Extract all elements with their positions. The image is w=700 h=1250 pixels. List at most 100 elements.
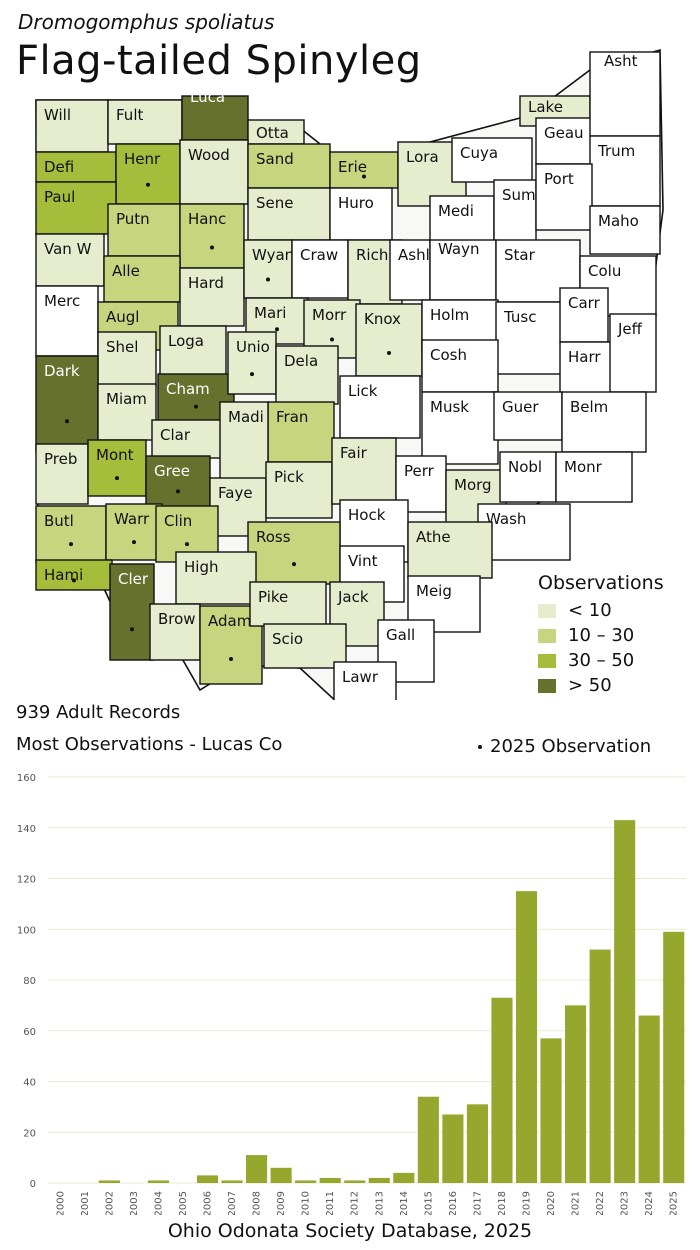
county-knox: Knox: [355, 303, 423, 377]
county-label: Merc: [44, 292, 80, 310]
county-label: Hard: [188, 274, 224, 292]
county-shape: [589, 205, 661, 255]
bar-2011: [319, 1177, 341, 1183]
county-shape: [421, 391, 499, 465]
x-tick-label: 2009: [276, 1191, 287, 1215]
county-wash: Wash: [477, 503, 571, 561]
x-tick-label: 2013: [374, 1191, 385, 1215]
county-label: Putn: [116, 210, 150, 228]
county-label: Dela: [284, 352, 318, 370]
county-label: Huro: [338, 194, 374, 212]
observation-2025-dot: [130, 627, 134, 632]
county-van-w: Van W: [35, 233, 105, 287]
footer-source: Ohio Odonata Society Database, 2025: [167, 1220, 533, 1242]
legend-swatch: [538, 628, 556, 643]
x-tick-label: 2015: [423, 1191, 434, 1215]
county-shape: [105, 503, 163, 561]
county-label: Luca: [190, 88, 225, 106]
county-mont: Mont: [87, 439, 147, 497]
county-label: Wayn: [438, 240, 479, 258]
county-butl: Butl: [35, 505, 107, 563]
county-belm: Belm: [561, 391, 647, 453]
dot-legend: 2025 Observation: [478, 736, 651, 757]
county-scio: Scio: [263, 623, 347, 669]
county-label: Vint: [348, 552, 378, 570]
county-shape: [589, 51, 661, 137]
county-label: Scio: [272, 630, 303, 648]
county-label: Guer: [502, 398, 539, 416]
county-label: Meig: [416, 582, 452, 600]
county-label: Clar: [160, 426, 191, 444]
county-shape: [103, 255, 181, 303]
county-label: Pike: [258, 588, 288, 606]
most-observations: Most Observations - Lucas Co: [16, 734, 283, 755]
county-label: Erie: [338, 158, 367, 176]
x-tick-label: 2007: [227, 1191, 238, 1215]
y-tick-label: 140: [17, 824, 36, 835]
observation-2025-dot: [115, 476, 119, 481]
county-clar: Clar: [151, 419, 231, 459]
county-wood: Wood: [179, 139, 249, 205]
county-putn: Putn: [107, 203, 181, 257]
county-label: Clin: [164, 512, 192, 530]
x-tick-label: 2017: [472, 1191, 483, 1215]
county-label: Musk: [430, 398, 469, 416]
bar-2020: [540, 1038, 562, 1183]
county-hard: Hard: [179, 267, 245, 327]
county-geau: Geau: [535, 117, 593, 165]
observation-2025-dot: [387, 350, 391, 355]
dot-legend-label: 2025 Observation: [490, 736, 652, 757]
county-preb: Preb: [35, 443, 89, 505]
county-label: Madi: [228, 408, 264, 426]
county-label: Defi: [44, 158, 74, 176]
county-label: Fult: [116, 106, 143, 124]
y-tick-label: 80: [23, 976, 36, 987]
records-count: 939 Adult Records: [16, 702, 181, 723]
county-otta: Otta: [247, 119, 305, 145]
county-shape: [329, 151, 399, 189]
bar-2019: [515, 891, 538, 1183]
bar-2010: [295, 1180, 317, 1183]
y-tick-label: 40: [23, 1078, 36, 1089]
county-hami: Hami: [35, 559, 113, 591]
county-label: Mont: [96, 446, 134, 464]
y-tick-label: 0: [30, 1179, 36, 1190]
county-label: Knox: [364, 310, 401, 328]
county-label: Maho: [598, 212, 639, 230]
county-label: Trum: [597, 142, 635, 160]
legend-label: < 10: [568, 600, 612, 621]
county-shape: [407, 521, 493, 579]
county-label: Belm: [570, 398, 608, 416]
county-shape: [243, 239, 293, 299]
x-tick-label: 2010: [301, 1191, 312, 1215]
county-defi: Defi: [35, 151, 117, 183]
county-sene: Sene: [247, 187, 331, 241]
dot-marker-icon: [478, 745, 482, 749]
legend-swatch: [538, 678, 556, 693]
bar-2008: [246, 1155, 268, 1183]
county-label: Cler: [118, 570, 149, 588]
x-tick-label: 2006: [203, 1191, 214, 1215]
map-legend: Observations < 10 10 – 30 30 – 50 > 50: [538, 572, 664, 698]
bar-chart: 0 20 40 60 80 100 120 140 160 2000 2001 2002 2003 20…: [17, 773, 686, 1215]
county-morr: Morr: [303, 299, 361, 359]
species-common-name: Flag-tailed Spinyleg: [16, 38, 422, 84]
county-tusc: Tusc: [495, 301, 567, 375]
county-shape: [267, 401, 335, 463]
observation-2025-dot: [292, 562, 296, 567]
x-tick-label: 2000: [55, 1191, 66, 1215]
bar-2025: [663, 931, 685, 1183]
legend-title: Observations: [538, 572, 664, 594]
county-label: Ashl: [398, 246, 430, 264]
county-label: Harr: [568, 348, 601, 366]
bar-2012: [344, 1180, 366, 1183]
county-wyan: Wyan: [243, 239, 294, 299]
county-shape: [35, 443, 89, 505]
county-label: Alle: [112, 262, 140, 280]
county-shape: [499, 451, 557, 503]
y-tick-label: 120: [17, 875, 36, 886]
county-label: Jack: [337, 588, 369, 606]
county-label: Van W: [44, 240, 92, 258]
legend-label: 10 – 30: [568, 625, 635, 646]
county-label: Lick: [348, 382, 378, 400]
